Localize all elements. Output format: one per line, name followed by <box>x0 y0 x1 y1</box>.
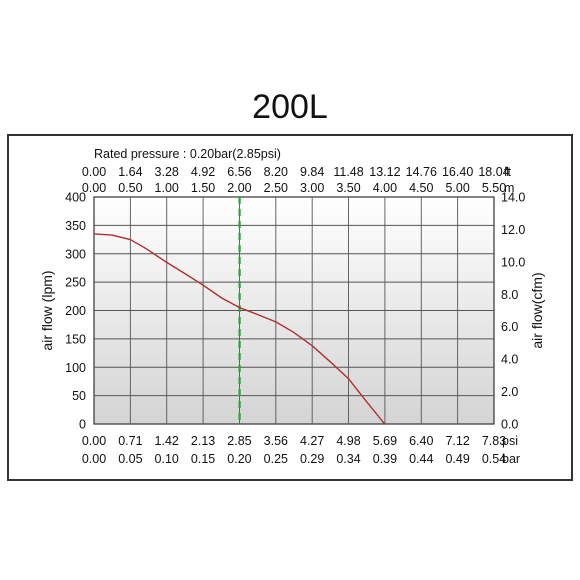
x-bar-tick-label: 0.39 <box>373 452 397 466</box>
x-psi-tick-label: 4.27 <box>300 434 324 448</box>
top-m-tick-label: 4.50 <box>409 181 433 195</box>
y-tick-label: 200 <box>65 304 86 318</box>
y-tick-label: 350 <box>65 219 86 233</box>
x-bar-tick-label: 0.10 <box>155 452 179 466</box>
top-ft-tick-label: 11.48 <box>333 165 363 179</box>
x-bar-tick-label: 0.29 <box>300 452 324 466</box>
y2-tick-label: 6.0 <box>501 320 518 334</box>
x-bar-tick-label: 0.15 <box>191 452 215 466</box>
x-psi-tick-label: 7.12 <box>445 434 469 448</box>
y-tick-label: 50 <box>72 389 86 403</box>
y2-tick-label: 0.0 <box>501 418 518 432</box>
y2-tick-label: 10.0 <box>501 255 525 269</box>
top-ft-tick-label: 18.04 <box>478 165 509 179</box>
x-bar-tick-label: 0.34 <box>336 452 360 466</box>
x-bar-tick-label: 0.44 <box>409 452 433 466</box>
y2-tick-label: 2.0 <box>501 385 518 399</box>
x-bar-tick-label: 0.49 <box>445 452 469 466</box>
top-m-tick-label: 1.50 <box>191 181 215 195</box>
y-tick-label: 0 <box>79 418 86 432</box>
chart-subtitle: Rated pressure : 0.20bar(2.85psi) <box>94 147 281 161</box>
x-psi-tick-label: 1.42 <box>155 434 179 448</box>
top-m-tick-label: 2.00 <box>227 181 251 195</box>
x-psi-tick-label: 2.85 <box>227 434 251 448</box>
y2-axis-title: air flow(cfm) <box>529 272 545 348</box>
chart-frame: Rated pressure : 0.20bar(2.85psi) 0.00 1.6… <box>7 134 573 481</box>
x-psi-tick-label: 6.40 <box>409 434 433 448</box>
x-psi-tick-label: 4.98 <box>336 434 360 448</box>
x-bar-unit: bar <box>502 452 520 466</box>
axis-labels: Rated pressure : 0.20bar(2.85psi)0.00 1.6… <box>39 147 545 466</box>
x-bar-tick-label: 0.25 <box>264 452 288 466</box>
top-m-tick-label: 5.50 <box>482 181 506 195</box>
y-tick-label: 400 <box>65 191 86 205</box>
x-psi-tick-label: 7.83 <box>482 434 506 448</box>
grid-lines <box>94 197 494 424</box>
top-ft-tick-label: 3.28 <box>155 165 179 179</box>
top-m-tick-label: 2.50 <box>264 181 288 195</box>
top-m-tick-label: 3.50 <box>336 181 360 195</box>
curve-group <box>93 233 386 425</box>
y2-tick-label: 4.0 <box>501 353 518 367</box>
series-line-0 <box>93 233 386 425</box>
top-ft-tick-label: 16.40 <box>442 165 473 179</box>
top-m-tick-label: 0.00 <box>82 181 106 195</box>
y-tick-label: 150 <box>65 332 86 346</box>
y2-tick-label: 12.0 <box>501 223 525 237</box>
top-ft-tick-label: 4.92 <box>191 165 215 179</box>
y-tick-label: 100 <box>65 361 86 375</box>
y2-tick-label: 14.0 <box>501 191 525 205</box>
x-bar-tick-label: 0.54 <box>482 452 506 466</box>
x-psi-tick-label: 5.69 <box>373 434 397 448</box>
top-m-tick-label: 4.00 <box>373 181 397 195</box>
x-psi-unit: psi <box>502 434 518 448</box>
x-psi-tick-label: 0.71 <box>118 434 142 448</box>
y2-tick-label: 8.0 <box>501 288 518 302</box>
x-psi-tick-label: 0.00 <box>82 434 106 448</box>
top-m-tick-label: 0.50 <box>118 181 142 195</box>
top-ft-tick-label: 9.84 <box>300 165 324 179</box>
top-m-unit: m <box>504 181 514 195</box>
top-ft-tick-label: 13.12 <box>369 165 400 179</box>
chart-svg: Rated pressure : 0.20bar(2.85psi)0.00 1.6… <box>39 147 545 466</box>
top-ft-tick-label: 1.64 <box>118 165 142 179</box>
top-ft-tick-label: 0.00 <box>82 165 106 179</box>
top-m-tick-label: 1.00 <box>155 181 179 195</box>
top-ft-tick-label: 14.76 <box>406 165 437 179</box>
x-bar-tick-label: 0.05 <box>118 452 142 466</box>
top-m-tick-label: 3.00 <box>300 181 324 195</box>
y-tick-label: 300 <box>65 247 86 261</box>
top-ft-unit: ft <box>504 165 511 179</box>
top-ft-tick-label: 8.20 <box>264 165 288 179</box>
x-psi-tick-label: 2.13 <box>191 434 215 448</box>
x-bar-tick-label: 0.00 <box>82 452 106 466</box>
x-psi-tick-label: 3.56 <box>264 434 288 448</box>
chart-title: 200L <box>252 88 328 126</box>
top-ft-tick-label: 6.56 <box>227 165 251 179</box>
top-m-tick-label: 5.00 <box>445 181 469 195</box>
y-axis-title: air flow (lpm) <box>39 270 55 350</box>
x-bar-tick-label: 0.20 <box>227 452 251 466</box>
y-tick-label: 250 <box>65 276 86 290</box>
